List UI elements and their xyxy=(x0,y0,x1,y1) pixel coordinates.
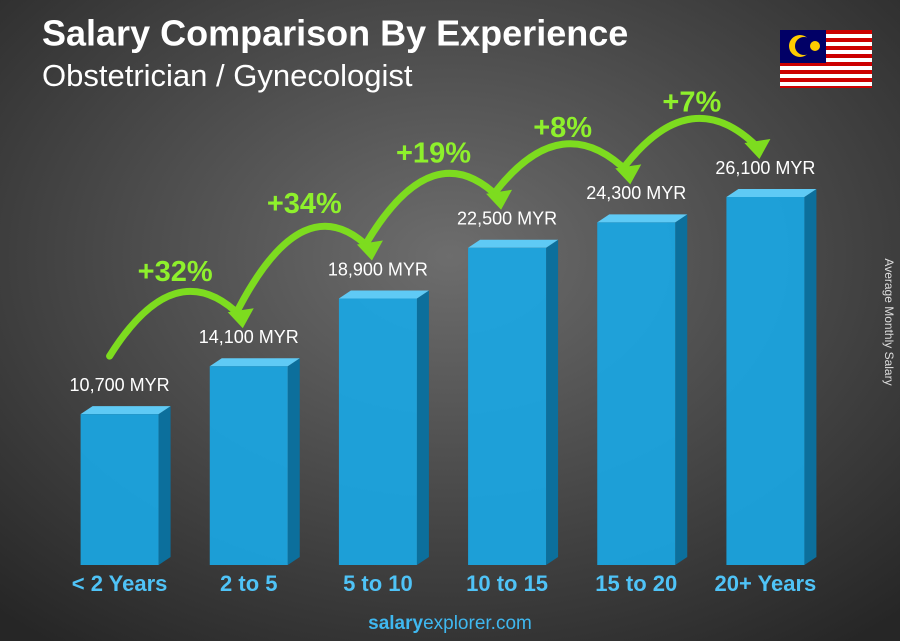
value-label: 26,100 MYR xyxy=(715,158,815,178)
increase-label: +32% xyxy=(138,256,213,288)
increase-label: +34% xyxy=(267,188,342,220)
value-label: 24,300 MYR xyxy=(586,183,686,203)
arrow-head xyxy=(227,308,254,329)
bar-top xyxy=(209,358,300,367)
x-tick-label: 10 to 15 xyxy=(466,571,548,596)
x-tick-label: 15 to 20 xyxy=(595,571,677,596)
arrow-head xyxy=(615,164,642,185)
value-label: 10,700 MYR xyxy=(70,375,170,395)
chart-subtitle: Obstetrician / Gynecologist xyxy=(42,58,413,93)
bar-side xyxy=(416,290,429,565)
value-label: 14,100 MYR xyxy=(199,327,299,347)
footer-domain: explorer.com xyxy=(423,613,532,634)
bar-top xyxy=(726,189,817,197)
y-axis-label: Average Monthly Salary xyxy=(882,258,896,385)
bar-side xyxy=(158,406,171,565)
increase-label: +7% xyxy=(662,87,721,119)
bar xyxy=(597,222,676,565)
arrow xyxy=(493,140,632,194)
bar-side xyxy=(546,239,559,566)
arrow xyxy=(364,169,503,245)
bar xyxy=(468,247,547,566)
footer: salaryexplorer.com xyxy=(368,613,532,634)
x-tick-label: 20+ Years xyxy=(715,571,817,596)
increase-label: +19% xyxy=(396,137,471,169)
chart-title: Salary Comparison By Experience xyxy=(42,13,628,54)
bar-top xyxy=(80,406,171,415)
bar xyxy=(726,197,805,565)
x-tick-label: < 2 Years xyxy=(72,571,168,596)
arrow-head xyxy=(744,139,771,159)
x-tick-label: 2 to 5 xyxy=(220,571,277,596)
bar-side xyxy=(804,189,817,565)
increase-label: +8% xyxy=(533,112,592,144)
arrow-head xyxy=(356,240,383,261)
bar-top xyxy=(468,239,559,248)
arrow xyxy=(235,222,374,312)
flag xyxy=(780,30,872,88)
value-label: 22,500 MYR xyxy=(457,209,557,229)
bar-side xyxy=(287,358,300,565)
arrow xyxy=(106,287,245,360)
bar-side xyxy=(675,214,688,565)
arrow-head xyxy=(486,189,513,210)
bar xyxy=(209,366,288,565)
value-label: 18,900 MYR xyxy=(328,259,428,279)
bar-top xyxy=(338,290,429,299)
bar xyxy=(338,298,417,565)
bar xyxy=(80,414,159,565)
x-tick-label: 5 to 10 xyxy=(343,571,413,596)
footer-brand: salary xyxy=(368,613,423,634)
arrow xyxy=(622,114,761,168)
bar-top xyxy=(597,214,688,223)
